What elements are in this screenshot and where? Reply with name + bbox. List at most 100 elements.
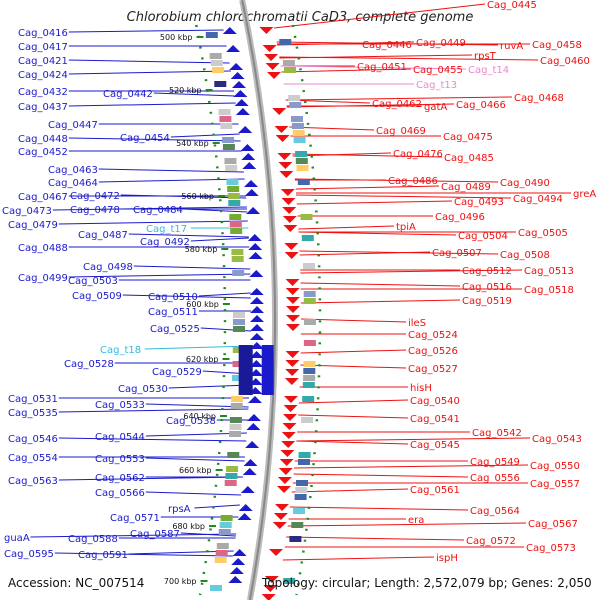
gene-label-forward: Cag_0454	[120, 133, 170, 144]
leader-line-reverse	[286, 103, 455, 108]
reverse-feature-tile	[295, 151, 308, 157]
gene-label-reverse: tpiA	[396, 222, 416, 233]
gene-label-reverse: Cag_0458	[532, 40, 582, 51]
gene-label-forward: Cag_0452	[18, 147, 68, 158]
reverse-gene-arrow	[272, 108, 287, 115]
gene-label-forward: Cag_0538	[166, 416, 216, 427]
gene-label-forward: Cag_0563	[8, 476, 58, 487]
reverse-gene-arrow	[284, 252, 299, 259]
reverse-gene-arrow	[283, 405, 298, 412]
gene-label-reverse: Cag_t14	[468, 65, 509, 76]
gene-label-forward: Cag_0432	[18, 87, 68, 98]
leader-line-reverse	[294, 178, 499, 183]
forward-feature-tile	[230, 228, 243, 234]
reverse-gene-arrow	[285, 360, 300, 367]
gene-label-reverse: Cag_0489	[441, 182, 491, 193]
forward-gene-arrow	[234, 99, 249, 106]
kbp-tick-label: 600 kbp	[186, 300, 219, 309]
leader-line-forward	[68, 102, 236, 107]
genome-track	[194, 0, 322, 600]
reverse-feature-tile	[297, 179, 310, 185]
gene-label-reverse: Cag_0493	[454, 197, 504, 208]
forward-feature-tile	[226, 179, 239, 185]
leader-line-reverse	[289, 506, 469, 511]
reverse-feature-tile	[300, 214, 313, 220]
reverse-feature-tile	[291, 123, 304, 129]
leader-line-forward	[122, 294, 251, 299]
leader-line-forward	[68, 70, 231, 75]
gene-label-reverse: Cag_0556	[470, 473, 520, 484]
reverse-gene-arrow	[261, 594, 276, 600]
reverse-gene-arrow	[282, 207, 297, 214]
leader-line-reverse	[296, 200, 453, 205]
reverse-feature-tile	[298, 452, 311, 458]
reverse-gene-arrow	[283, 414, 297, 421]
forward-gene-arrow	[249, 333, 264, 340]
reverse-gene-arrow	[285, 351, 300, 358]
reverse-gene-arrow	[284, 243, 299, 250]
gene-label-reverse: gatA	[424, 102, 447, 113]
gene-label-forward: Cag_0546	[8, 434, 58, 445]
gene-label-forward: Cag_0535	[8, 408, 58, 419]
forward-feature-tile	[222, 137, 235, 143]
gene-label-reverse: ispH	[436, 553, 458, 564]
leader-line-forward	[145, 457, 245, 462]
gene-label-reverse: Cag_0540	[410, 396, 460, 407]
gene-label-reverse: Cag_0449	[416, 38, 466, 49]
forward-feature-tile	[229, 221, 242, 227]
leader-line-forward	[58, 220, 248, 225]
gene-label-reverse: Cag_0494	[513, 194, 563, 205]
gene-label-forward: Cag_0533	[95, 400, 145, 411]
kbp-tick-label: 580 kbp	[185, 245, 218, 254]
forward-gene-arrow	[222, 27, 237, 34]
forward-gene-arrow	[244, 180, 258, 187]
gene-label-forward: Cag_0448	[18, 134, 68, 145]
accession-text: Accession: NC_007514	[8, 576, 145, 590]
reverse-feature-tile	[293, 508, 305, 514]
leader-line-reverse	[274, 3, 486, 29]
gene-label-reverse: Cag_0445	[487, 0, 537, 11]
forward-gene-arrow	[248, 396, 262, 403]
forward-gene-arrow	[250, 324, 264, 331]
gene-label-forward: Cag_0421	[18, 56, 68, 67]
leader-line-forward	[144, 345, 251, 350]
reverse-feature-tile	[301, 417, 314, 423]
forward-feature-tile	[224, 158, 237, 164]
gene-label-reverse: Cag_0516	[462, 282, 512, 293]
gene-label-reverse: Cag_0541	[410, 414, 460, 425]
gene-label-reverse: Cag_0513	[524, 266, 574, 277]
forward-feature-tile	[214, 557, 227, 563]
reverse-gene-arrow	[278, 162, 293, 169]
forward-feature-tile	[210, 60, 223, 66]
forward-gene-arrow	[249, 288, 264, 295]
reverse-feature-tile	[288, 95, 301, 101]
gene-label-forward: Cag_0509	[72, 291, 122, 302]
forward-feature-tile	[218, 109, 231, 115]
reverse-gene-arrow	[279, 459, 294, 466]
leader-line-forward	[120, 194, 247, 199]
gene-label-reverse: Cag_0567	[528, 519, 578, 530]
gene-label-reverse: Cag_0512	[462, 266, 512, 277]
forward-feature-tile	[228, 200, 241, 206]
leader-line-forward	[98, 168, 244, 173]
leader-line-reverse	[299, 250, 499, 255]
gene-label-forward: Cag_0530	[118, 384, 168, 395]
gene-label-reverse: Cag_0462	[372, 99, 422, 110]
leader-line-forward	[198, 292, 251, 297]
forward-feature-tile	[231, 396, 244, 402]
forward-gene-arrow	[229, 63, 244, 70]
gene-label-reverse: Cag_t13	[416, 80, 457, 91]
gene-label-forward: Cag_0473	[2, 206, 52, 217]
gene-label-forward: guaA	[4, 533, 30, 544]
genome-backbone-core	[241, 0, 276, 600]
gene-label-forward: rpsA	[168, 504, 191, 515]
forward-gene-arrow	[233, 90, 248, 97]
forward-gene-arrow	[249, 297, 264, 304]
forward-gene-arrow	[242, 468, 257, 475]
gene-label-forward: Cag_0588	[68, 534, 118, 545]
gene-label-reverse: Cag_0545	[410, 440, 460, 451]
leader-line-forward	[98, 178, 245, 183]
leader-line-forward	[30, 533, 237, 538]
gene-label-reverse: Cag_0490	[500, 178, 550, 189]
